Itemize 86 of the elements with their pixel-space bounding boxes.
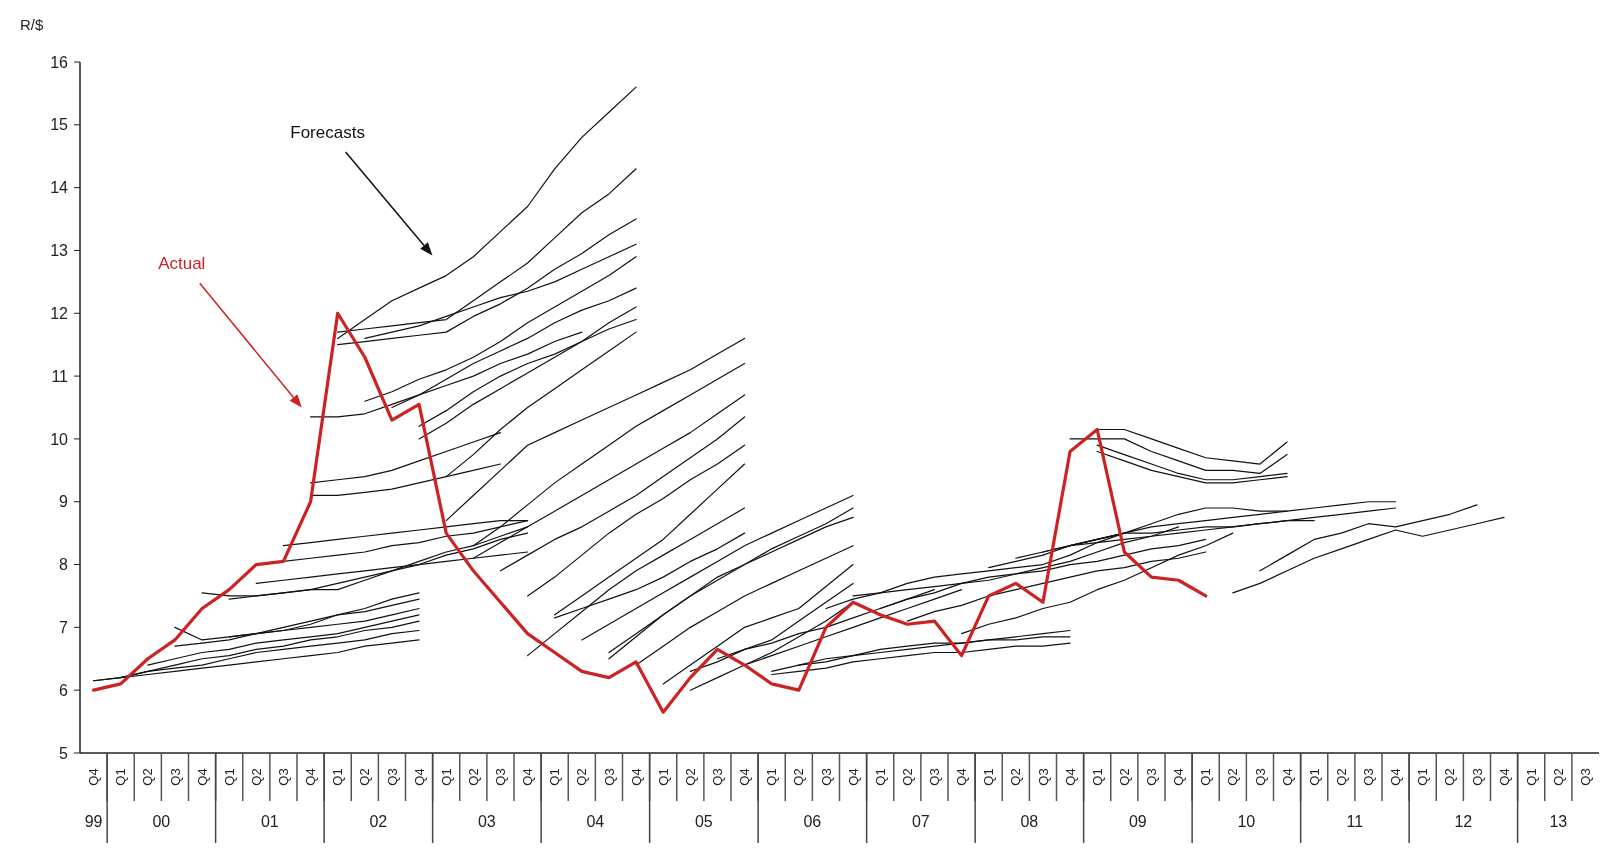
y-tick-label: 6 (59, 681, 69, 699)
x-tick-label: Q3 (1035, 768, 1051, 786)
text: 12 (1454, 813, 1473, 830)
text: 10 (1237, 813, 1256, 830)
x-tick-label: Q2 (248, 768, 264, 786)
text: 09 (1128, 813, 1147, 830)
text: 04 (586, 813, 605, 830)
x-tick-label: Q2 (1225, 768, 1241, 786)
y-tick-label: 11 (51, 367, 69, 385)
text: 08 (1020, 813, 1039, 830)
x-tick-label: Q1 (1523, 768, 1539, 786)
y-axis-title: R/$ (20, 16, 44, 33)
y-tick-label: 10 (50, 430, 69, 448)
x-tick-label: Q4 (1062, 768, 1078, 786)
x-tick-label: Q3 (818, 768, 834, 786)
x-tick-label: Q2 (1333, 768, 1349, 786)
x-tick-label: Q3 (384, 768, 400, 786)
x-tick-label: Q2 (574, 768, 590, 786)
x-tick-label: Q1 (113, 768, 129, 786)
text: 11 (1346, 813, 1364, 830)
x-tick-label: Q3 (709, 768, 725, 786)
x-tick-label: Q1 (1089, 768, 1105, 786)
x-tick-label: Q2 (899, 768, 915, 786)
x-tick-label: Q4 (86, 768, 102, 786)
x-tick-label: Q4 (1496, 768, 1512, 786)
x-tick-label: Q3 (601, 768, 617, 786)
x-tick-label: Q1 (764, 768, 780, 786)
x-tick-label: Q1 (438, 768, 454, 786)
x-tick-label: Q2 (140, 768, 156, 786)
x-tick-label: Q1 (1306, 768, 1322, 786)
x-tick-label: Q1 (655, 768, 671, 786)
x-tick-label: Q4 (737, 768, 753, 786)
x-tick-label: Q3 (1143, 768, 1159, 786)
x-tick-label: Q4 (520, 768, 536, 786)
y-tick-label: 16 (50, 53, 69, 71)
x-tick-label: Q4 (1388, 768, 1404, 786)
x-tick-label: Q2 (357, 768, 373, 786)
x-tick-label: Q1 (872, 768, 888, 786)
y-tick-label: 13 (50, 242, 69, 260)
x-tick-label: Q1 (981, 768, 997, 786)
x-tick-label: Q3 (167, 768, 183, 786)
x-tick-label: Q2 (682, 768, 698, 786)
y-tick-label: 14 (50, 179, 69, 197)
x-tick-label: Q4 (194, 768, 210, 786)
x-tick-label: Q1 (1198, 768, 1214, 786)
text: 06 (803, 813, 822, 830)
x-tick-label: Q4 (303, 768, 319, 786)
x-tick-label: Q3 (1360, 768, 1376, 786)
x-tick-label: Q2 (465, 768, 481, 786)
x-tick-label: Q4 (954, 768, 970, 786)
y-tick-label: 8 (59, 556, 69, 574)
x-tick-label: Q3 (492, 768, 508, 786)
x-tick-label: Q3 (1469, 768, 1485, 786)
x-tick-label: Q2 (1442, 768, 1458, 786)
x-tick-label: Q1 (547, 768, 563, 786)
text: 03 (477, 813, 496, 830)
y-tick-label: 5 (59, 744, 69, 762)
text: 02 (369, 813, 388, 830)
y-tick-label: 15 (50, 116, 69, 134)
x-tick-label: Q3 (275, 768, 291, 786)
text: 07 (911, 813, 930, 830)
text: 05 (694, 813, 713, 830)
x-tick-label: Q4 (628, 768, 644, 786)
x-tick-label: Q4 (1171, 768, 1187, 786)
annotation: Forecasts (290, 123, 365, 143)
x-tick-label: Q1 (1415, 768, 1431, 786)
text: 01 (260, 813, 279, 830)
x-tick-label: Q3 (926, 768, 942, 786)
x-tick-label: Q1 (221, 768, 237, 786)
x-tick-label: Q2 (1116, 768, 1132, 786)
annotation: Actual (158, 254, 206, 274)
text: 99 (84, 813, 103, 830)
y-tick-label: 12 (50, 304, 69, 322)
y-tick-label: 7 (59, 618, 69, 636)
x-tick-label: Q4 (1279, 768, 1295, 786)
text: 00 (152, 813, 171, 830)
x-tick-label: Q2 (1550, 768, 1566, 786)
x-tick-label: Q4 (411, 768, 427, 786)
x-tick-label: Q3 (1577, 768, 1593, 786)
x-tick-label: Q2 (791, 768, 807, 786)
y-tick-label: 9 (59, 493, 69, 511)
x-tick-label: Q4 (845, 768, 861, 786)
text: 13 (1549, 813, 1568, 830)
x-tick-label: Q2 (1008, 768, 1024, 786)
x-tick-label: Q1 (330, 768, 346, 786)
x-tick-label: Q3 (1252, 768, 1268, 786)
